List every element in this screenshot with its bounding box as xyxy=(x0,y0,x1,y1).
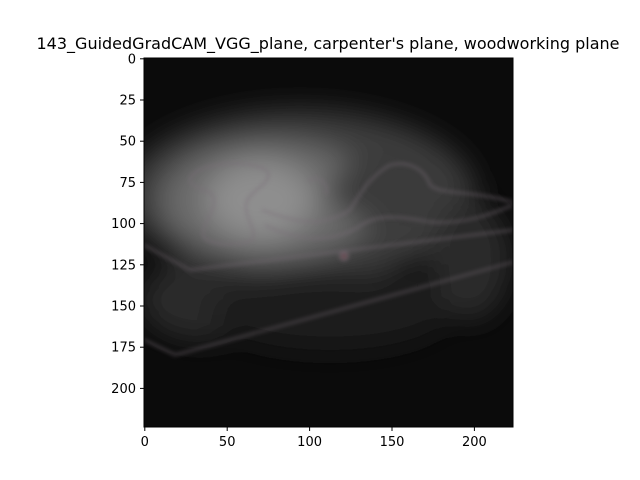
saliency-image xyxy=(144,58,513,427)
y-tick-label: 100 xyxy=(111,217,136,232)
x-tick-label: 100 xyxy=(297,435,322,450)
y-tick-label: 175 xyxy=(111,341,136,356)
y-tick-label: 50 xyxy=(119,135,136,150)
y-tick-label: 25 xyxy=(119,94,136,109)
y-tick-label: 125 xyxy=(111,258,136,273)
axes-frame xyxy=(143,57,514,428)
y-axis: 0 25 50 75 100 125 150 175 200 xyxy=(111,52,144,397)
x-tick-label: 200 xyxy=(462,435,487,450)
y-tick-label: 75 xyxy=(119,176,136,191)
x-axis: 0 50 100 150 200 xyxy=(141,427,487,450)
y-tick-label: 0 xyxy=(128,52,136,67)
y-tick-label: 150 xyxy=(111,300,136,315)
x-tick-label: 0 xyxy=(141,435,149,450)
y-tick-label: 200 xyxy=(111,382,136,397)
object-edges xyxy=(144,163,513,356)
heatmap-glow xyxy=(144,110,510,350)
x-tick-label: 50 xyxy=(219,435,236,450)
figure-title: 143_GuidedGradCAM_VGG_plane, carpenter's… xyxy=(37,34,620,54)
x-tick-label: 150 xyxy=(380,435,405,450)
